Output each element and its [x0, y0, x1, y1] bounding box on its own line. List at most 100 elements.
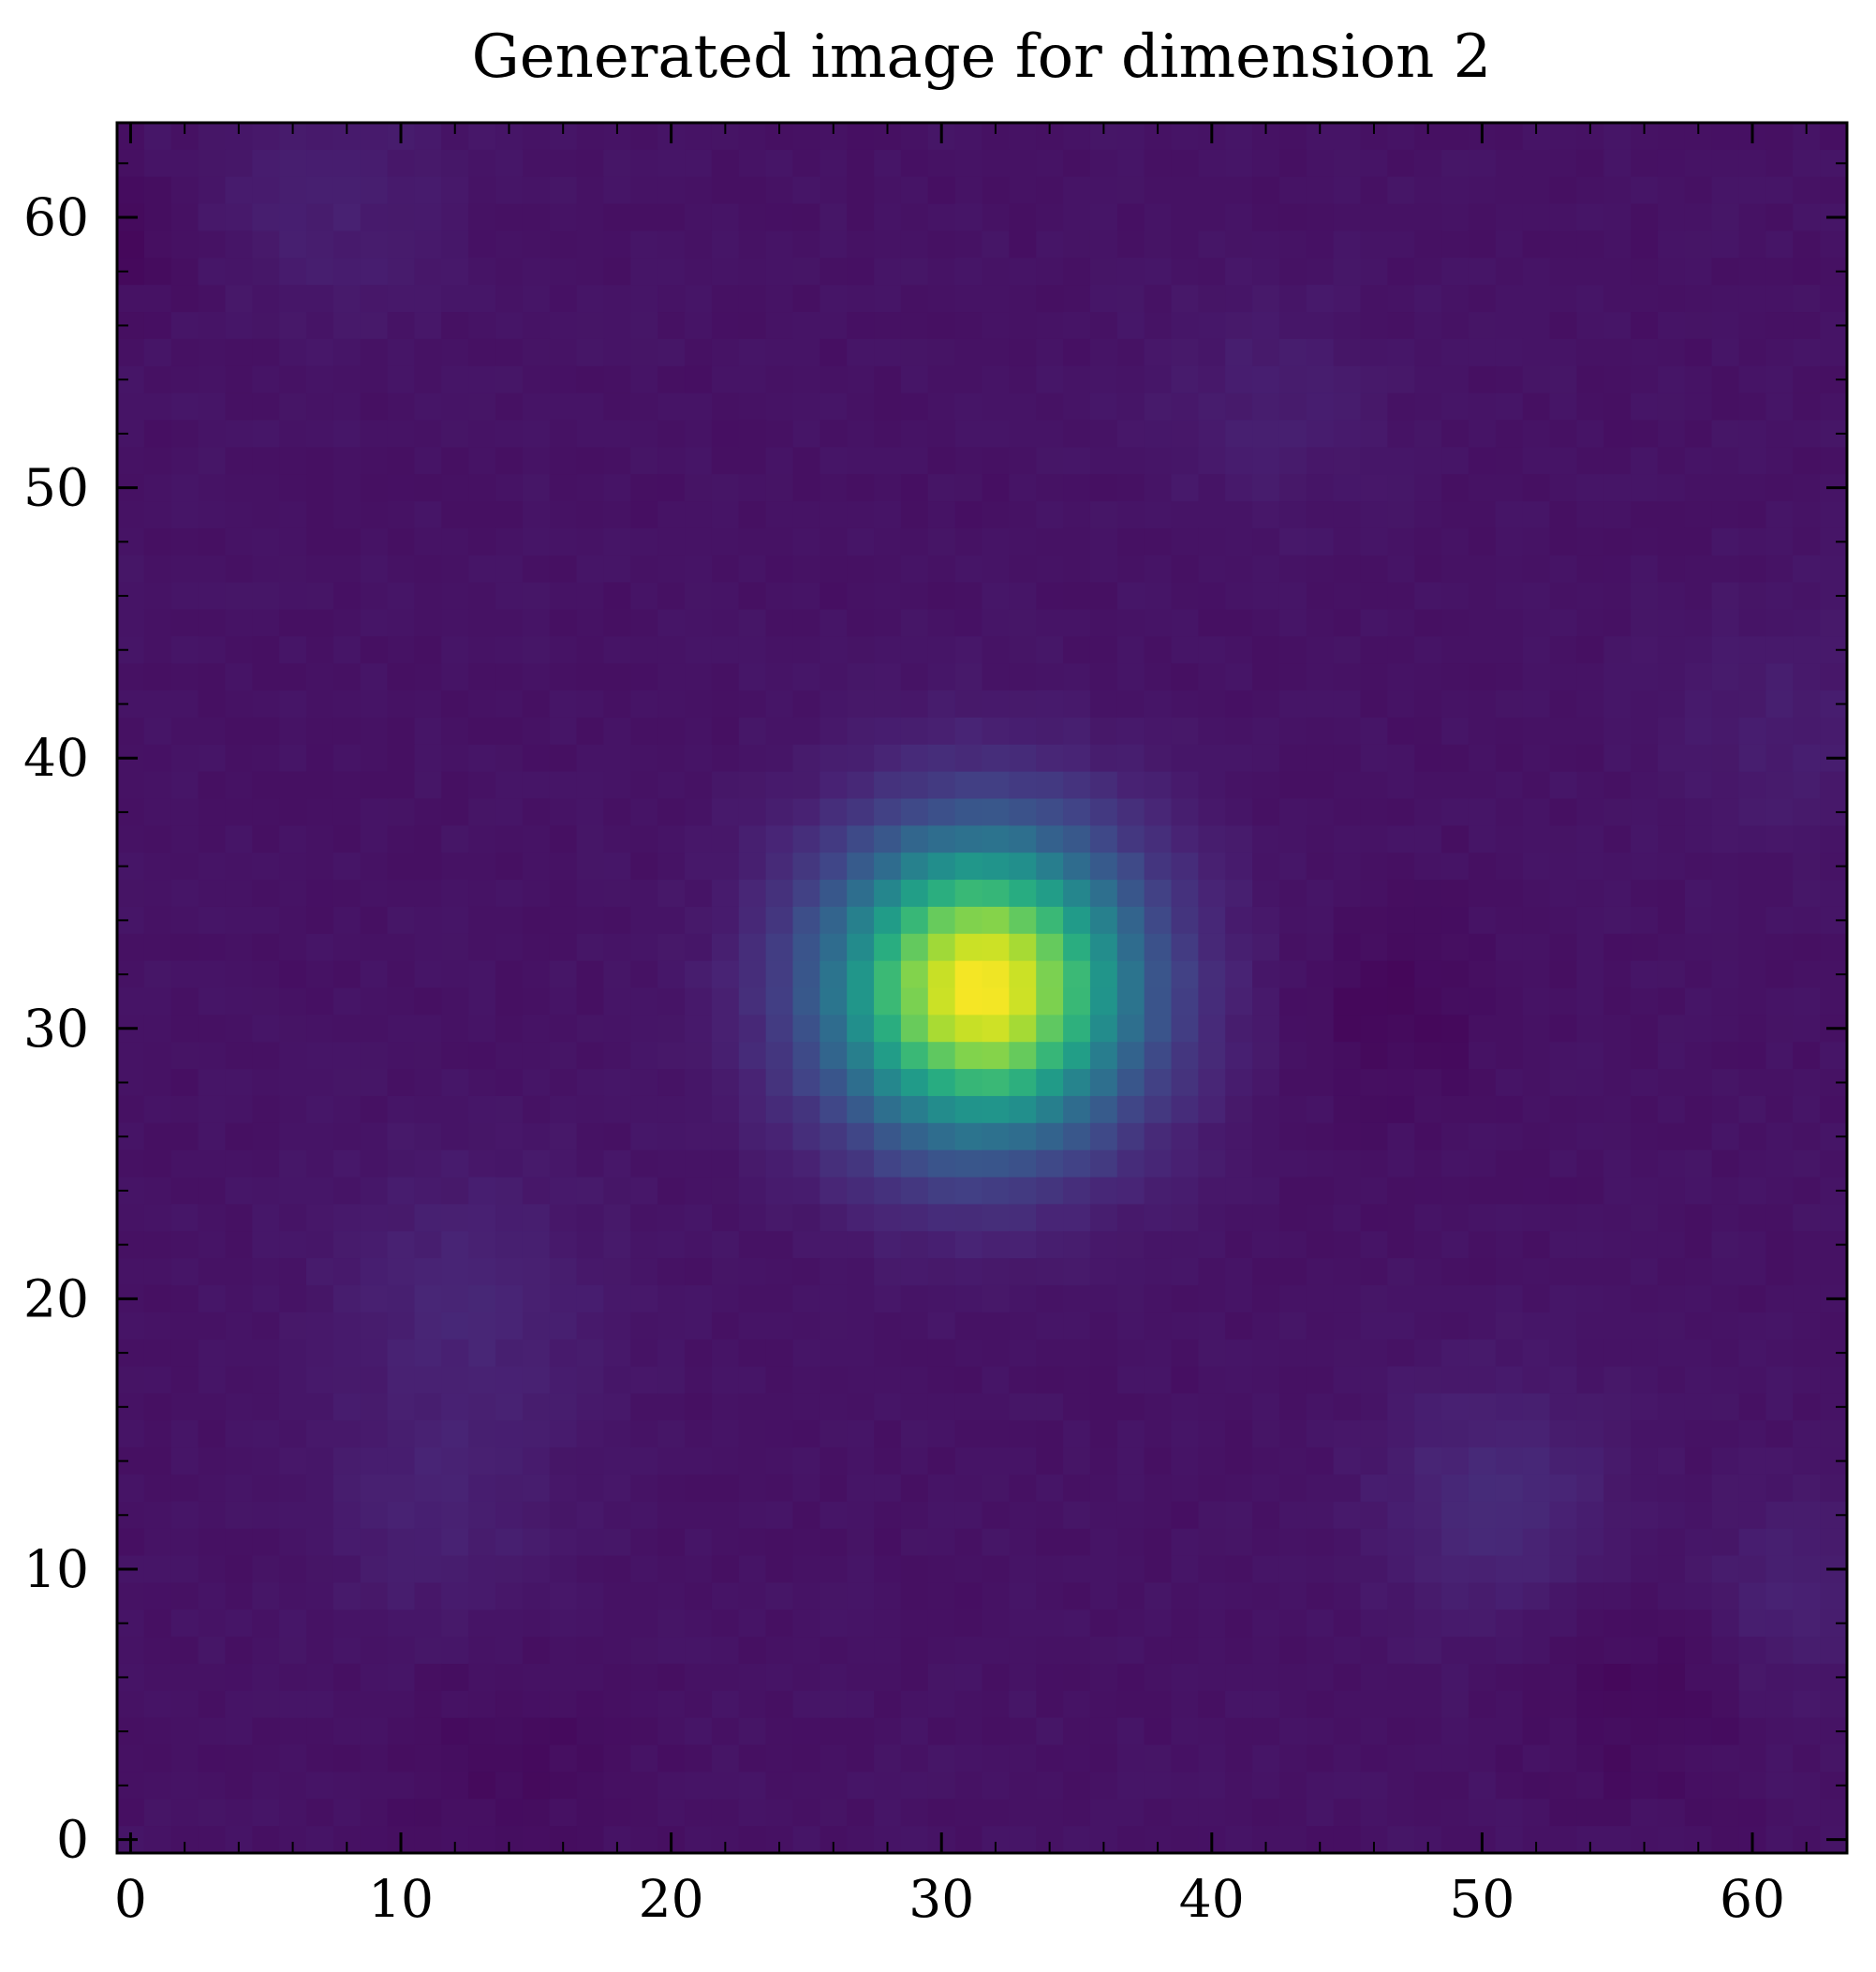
heatmap-cell: [441, 447, 469, 475]
heatmap-cell: [1684, 1582, 1713, 1610]
heatmap-cell: [576, 176, 605, 205]
heatmap-cell: [1793, 1393, 1821, 1421]
heatmap-cell: [1765, 1149, 1794, 1179]
heatmap-cell: [603, 1528, 631, 1557]
heatmap-cell: [657, 906, 686, 935]
heatmap-cell: [576, 1799, 605, 1827]
heatmap-cell: [1631, 798, 1659, 826]
heatmap-cell: [143, 365, 172, 394]
heatmap-cell: [1495, 1015, 1524, 1043]
heatmap-cell: [1278, 771, 1307, 800]
heatmap-cell: [1036, 1015, 1064, 1043]
heatmap-cell: [765, 527, 794, 556]
heatmap-cell: [306, 1284, 334, 1313]
heatmap-cell: [792, 1339, 820, 1368]
heatmap-cell: [1171, 123, 1199, 151]
heatmap-cell: [685, 825, 713, 853]
heatmap-cell: [279, 1528, 307, 1557]
heatmap-cell: [387, 501, 416, 529]
heatmap-cell: [657, 420, 686, 448]
heatmap-cell: [792, 582, 820, 611]
heatmap-cell: [1198, 1069, 1226, 1097]
heatmap-cell: [1360, 1231, 1388, 1259]
heatmap-cell: [576, 258, 605, 286]
heatmap-cell: [1009, 203, 1037, 232]
heatmap-cell: [738, 1284, 767, 1313]
heatmap-cell: [1414, 527, 1442, 556]
heatmap-cell: [198, 690, 227, 719]
heatmap-cell: [1414, 825, 1442, 853]
heatmap-cell: [1495, 960, 1524, 989]
heatmap-cell: [522, 1015, 551, 1043]
heatmap-cell: [603, 338, 631, 367]
heatmap-cell: [820, 717, 848, 746]
heatmap-cell: [1522, 176, 1551, 205]
heatmap-cell: [1278, 1501, 1307, 1530]
heatmap-cell: [468, 1393, 496, 1421]
heatmap-cell: [1549, 527, 1578, 556]
heatmap-cell: [1468, 365, 1497, 394]
heatmap-cell: [982, 1095, 1010, 1124]
heatmap-cell: [1252, 663, 1280, 691]
heatmap-cell: [1278, 1366, 1307, 1394]
heatmap-cell: [820, 1637, 848, 1665]
heatmap-cell: [1631, 582, 1659, 611]
heatmap-cell: [1116, 1042, 1145, 1070]
heatmap-cell: [1306, 825, 1335, 853]
heatmap-cell: [1036, 933, 1064, 962]
heatmap-cell: [1414, 853, 1442, 881]
heatmap-cell: [441, 1204, 469, 1232]
heatmap-cell: [1820, 1204, 1848, 1232]
heatmap-cell: [170, 230, 199, 259]
heatmap-cell: [1278, 663, 1307, 691]
heatmap-cell: [360, 1582, 389, 1610]
heatmap-cell: [982, 1637, 1010, 1665]
heatmap-cell: [874, 176, 902, 205]
heatmap-cell: [387, 933, 416, 962]
heatmap-cell: [630, 636, 658, 664]
heatmap-cell: [143, 1366, 172, 1394]
heatmap-cell: [1684, 690, 1713, 719]
heatmap-cell: [1333, 582, 1362, 611]
heatmap-cell: [982, 1339, 1010, 1368]
heatmap-cell: [495, 798, 524, 826]
heatmap-cell: [1414, 1177, 1442, 1205]
heatmap-cell: [441, 420, 469, 448]
heatmap-cell: [711, 771, 740, 800]
heatmap-cell: [1144, 1177, 1173, 1205]
heatmap-cell: [630, 933, 658, 962]
heatmap-cell: [1063, 1772, 1091, 1800]
heatmap-cell: [1278, 1690, 1307, 1719]
heatmap-cell: [820, 880, 848, 908]
heatmap-cell: [495, 1528, 524, 1557]
heatmap-cell: [1278, 1663, 1307, 1692]
heatmap-cell: [1711, 1447, 1740, 1475]
heatmap-cell: [874, 1339, 902, 1368]
heatmap-cell: [1116, 880, 1145, 908]
heatmap-cell: [982, 690, 1010, 719]
heatmap-cell: [1387, 853, 1415, 881]
heatmap-cell: [765, 1284, 794, 1313]
heatmap-cell: [170, 1339, 199, 1368]
heatmap-cell: [874, 555, 902, 584]
heatmap-cell: [1495, 744, 1524, 773]
heatmap-cell: [874, 880, 902, 908]
heatmap-cell: [954, 1582, 983, 1610]
heatmap-cell: [1063, 987, 1091, 1016]
heatmap-cell: [1063, 1339, 1091, 1368]
heatmap-cell: [1711, 203, 1740, 232]
heatmap-cell: [847, 1258, 875, 1286]
heatmap-cell: [1333, 1015, 1362, 1043]
heatmap-cell: [847, 825, 875, 853]
heatmap-cell: [1225, 527, 1253, 556]
heatmap-cell: [387, 717, 416, 746]
heatmap-cell: [468, 987, 496, 1016]
heatmap-cell: [1603, 1204, 1632, 1232]
heatmap-cell: [143, 771, 172, 800]
heatmap-cell: [1252, 1149, 1280, 1179]
heatmap-cell: [441, 1474, 469, 1503]
heatmap-cell: [1468, 230, 1497, 259]
heatmap-cell: [1684, 338, 1713, 367]
heatmap-cell: [738, 1204, 767, 1232]
heatmap-cell: [576, 960, 605, 989]
